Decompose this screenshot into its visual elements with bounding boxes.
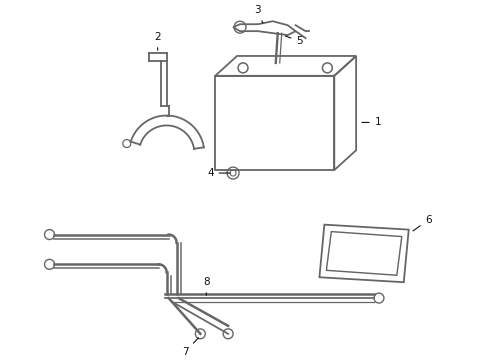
Text: 8: 8 [203,277,210,295]
Text: 6: 6 [413,215,432,231]
Text: 3: 3 [255,5,263,23]
Text: 4: 4 [207,168,230,178]
Text: 5: 5 [285,36,303,46]
Text: 1: 1 [362,117,381,127]
Text: 7: 7 [182,338,198,357]
Text: 2: 2 [154,32,161,50]
